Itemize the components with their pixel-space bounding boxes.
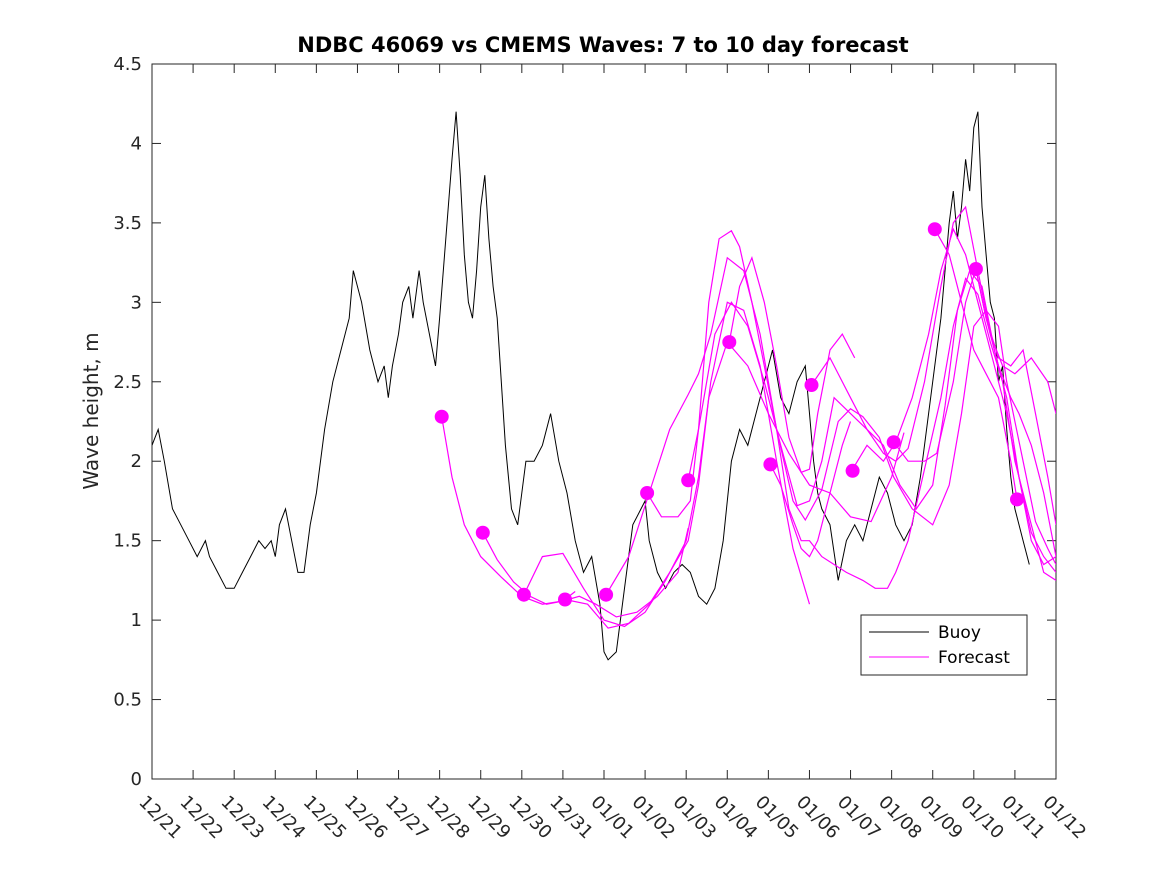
- forecast-marker: [1010, 492, 1024, 507]
- forecast-line-5: [605, 256, 1056, 596]
- forecast-marker: [434, 409, 449, 424]
- forecast-line-2: [482, 527, 689, 618]
- forecast-marker: [516, 587, 531, 602]
- y-tick-label: 1: [131, 610, 142, 631]
- y-tick-label: 3: [131, 292, 142, 313]
- forecast-marker: [640, 486, 655, 500]
- forecast-marker: [886, 435, 901, 450]
- y-tick-label: 2: [131, 451, 142, 472]
- y-tick-label: 0.5: [113, 690, 142, 711]
- forecast-line-7: [687, 269, 1056, 573]
- y-tick-label: 2.5: [113, 372, 142, 393]
- y-tick-label: 4: [131, 133, 142, 154]
- forecast-marker: [968, 262, 983, 276]
- plot-area: 00.511.522.533.544.512/2112/2212/2312/24…: [113, 54, 1090, 843]
- forecast-marker: [681, 473, 696, 488]
- y-tick-label: 3.5: [113, 213, 142, 234]
- forecast-marker: [475, 525, 490, 540]
- forecast-line-11: [852, 227, 1056, 566]
- forecast-marker: [599, 587, 614, 602]
- legend: Buoy Forecast: [860, 614, 1028, 676]
- forecast-marker: [927, 222, 942, 237]
- legend-forecast-label: Forecast: [938, 648, 1010, 668]
- forecast-marker: [804, 378, 819, 392]
- chart-title: NDBC 46069 vs CMEMS Waves: 7 to 10 day f…: [297, 33, 908, 57]
- forecast-line-9: [769, 421, 852, 558]
- forecast-line-10: [811, 205, 1056, 462]
- forecast-marker: [845, 463, 860, 478]
- y-tick-label: 1.5: [113, 531, 142, 552]
- legend-buoy-label: Buoy: [938, 623, 981, 643]
- y-axis-label: Wave height, m: [79, 332, 103, 489]
- y-tick-label: 0: [131, 769, 142, 790]
- forecast-line-3: [523, 301, 811, 628]
- buoy-series-line: [152, 111, 1030, 661]
- forecast-marker: [558, 592, 572, 607]
- series-layer: [152, 111, 1056, 661]
- forecast-line-6: [646, 229, 1056, 589]
- forecast-marker: [763, 457, 778, 472]
- legend-box: [860, 614, 1028, 676]
- y-tick-label: 4.5: [113, 54, 142, 75]
- forecast-marker: [722, 335, 737, 350]
- forecast-line-14: [975, 268, 1056, 557]
- forecast-line-8: [728, 255, 856, 474]
- markers-layer: [434, 222, 1024, 607]
- forecast-line-13: [934, 228, 1018, 500]
